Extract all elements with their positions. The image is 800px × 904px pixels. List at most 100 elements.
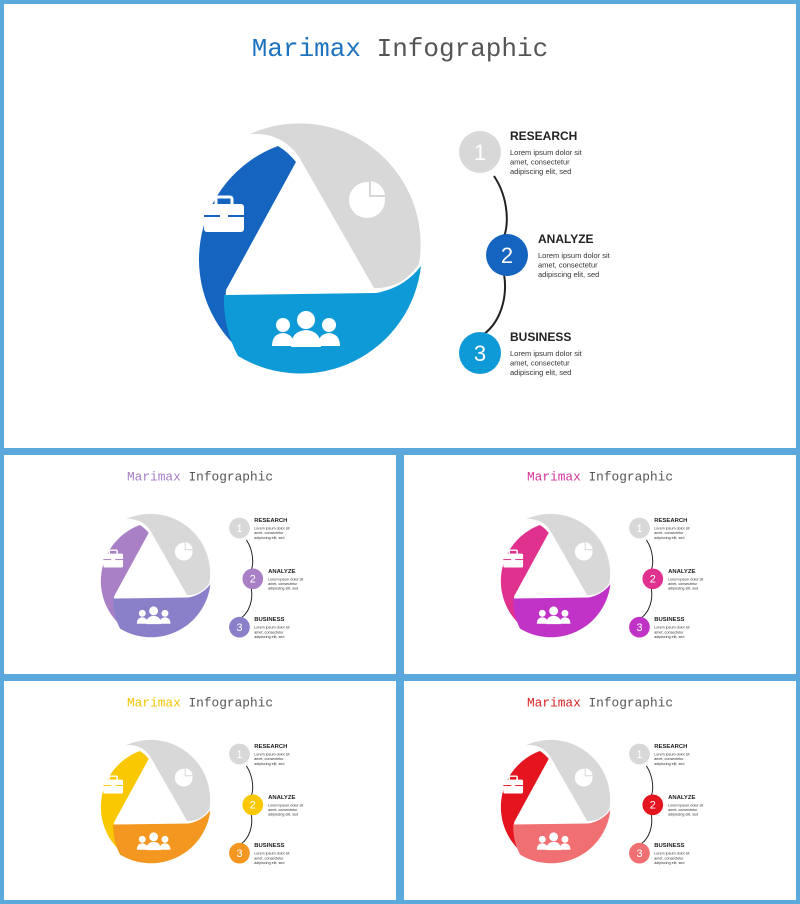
step-description: adipiscing elit, sed [268,813,298,817]
step-number-circle [229,842,250,864]
step-description: Lorem ipsum dolor sit [510,148,583,157]
step-description: amet, consectetur [254,856,284,860]
step-description: adipiscing elit, sed [510,368,571,377]
people-icon [536,832,571,851]
step-description: adipiscing elit, sed [668,813,698,817]
segment-research [126,513,211,596]
step-number-circle [459,332,501,374]
step-description: Lorem ipsum dolor sit [254,852,289,856]
step-number: 2 [250,574,256,586]
segment-business [113,584,211,638]
step-description: Lorem ipsum dolor sit [654,852,689,856]
people-icon [136,832,171,851]
step-title: RESEARCH [654,744,687,750]
step-title: RESEARCH [654,518,687,524]
step-description: Lorem ipsum dolor sit [268,577,303,581]
step-description: amet, consectetur [510,359,570,368]
step-number: 3 [636,622,642,634]
step-description: adipiscing elit, sed [654,635,684,639]
step-number: 2 [650,800,656,812]
infographic-svg: Marimax Infographic 1 RESEARCH Lorem ipsum … [500,696,703,865]
briefcase-icon [103,775,124,794]
segment-research [250,123,421,289]
connector-line [641,539,654,619]
slide-magenta: Marimax Infographic 1 RESEARCH Lorem ipsum … [404,455,796,674]
step-number-circle [459,131,501,173]
step-number-circle [642,568,664,590]
step-number-circle [242,794,264,816]
step-description: adipiscing elit, sed [654,536,684,540]
infographic-title: Marimax Infographic [127,696,273,711]
step-description: amet, consectetur [254,630,284,634]
connector-line [241,765,254,845]
step-description: Lorem ipsum dolor sit [668,577,703,581]
step-description: amet, consectetur [668,808,698,812]
step-description: Lorem ipsum dolor sit [668,803,703,807]
step-description: Lorem ipsum dolor sit [654,626,689,630]
step-number-circle [229,743,250,765]
step-description: amet, consectetur [254,531,284,535]
step-number-circle [629,616,650,638]
step-description: amet, consectetur [268,582,298,586]
step-title: ANALYZE [668,569,695,575]
segment-research [526,739,611,822]
step-number-circle [629,842,650,864]
step-number: 1 [474,140,486,165]
step-description: adipiscing elit, sed [254,635,284,639]
step-title: RESEARCH [510,129,577,143]
connector-line [641,765,654,845]
segment-business [113,810,211,864]
segment-research [126,739,211,822]
step-title: BUSINESS [510,330,571,344]
step-description: Lorem ipsum dolor sit [654,752,689,756]
step-description: Lorem ipsum dolor sit [654,526,689,530]
step-number-circle [629,517,650,539]
step-description: adipiscing elit, sed [254,861,284,865]
step-description: amet, consectetur [654,630,684,634]
step-title: BUSINESS [254,617,284,623]
briefcase-icon [503,549,524,568]
people-icon [136,606,171,625]
segment-business [513,584,611,638]
step-number-circle [629,743,650,765]
pie-chart-icon [349,178,388,218]
segment-business [223,266,421,374]
step-title: BUSINESS [254,843,284,849]
step-number: 3 [474,341,486,366]
step-number: 1 [236,523,242,535]
step-number: 1 [236,749,242,761]
step-title: RESEARCH [254,518,287,524]
step-description: adipiscing elit, sed [538,270,599,279]
step-description: amet, consectetur [654,757,684,761]
step-title: BUSINESS [654,843,684,849]
infographic-svg: Marimax Infographic 1 RESEARCH Lorem ipsum … [100,696,303,865]
segment-research [526,513,611,596]
infographic-title: Marimax Infographic [127,470,273,485]
infographic-title: Marimax Infographic [527,470,673,485]
pie-chart-icon [574,541,594,561]
infographic-title: Marimax Infographic [252,34,548,64]
step-number-circle [229,616,250,638]
briefcase-icon [204,195,244,232]
step-title: ANALYZE [268,569,295,575]
connector-line [241,539,254,619]
briefcase-icon [503,775,524,794]
step-title: ANALYZE [268,795,295,801]
step-number: 1 [636,523,642,535]
segment-business [513,810,611,864]
step-description: amet, consectetur [268,808,298,812]
infographic-svg: Marimax Infographic 1 RESEARCH Lorem ipsum … [198,34,611,377]
step-description: adipiscing elit, sed [268,587,298,591]
step-description: amet, consectetur [668,582,698,586]
step-number: 3 [236,622,242,634]
pie-chart-icon [174,767,194,787]
pie-chart-icon [574,767,594,787]
step-number: 2 [501,243,513,268]
